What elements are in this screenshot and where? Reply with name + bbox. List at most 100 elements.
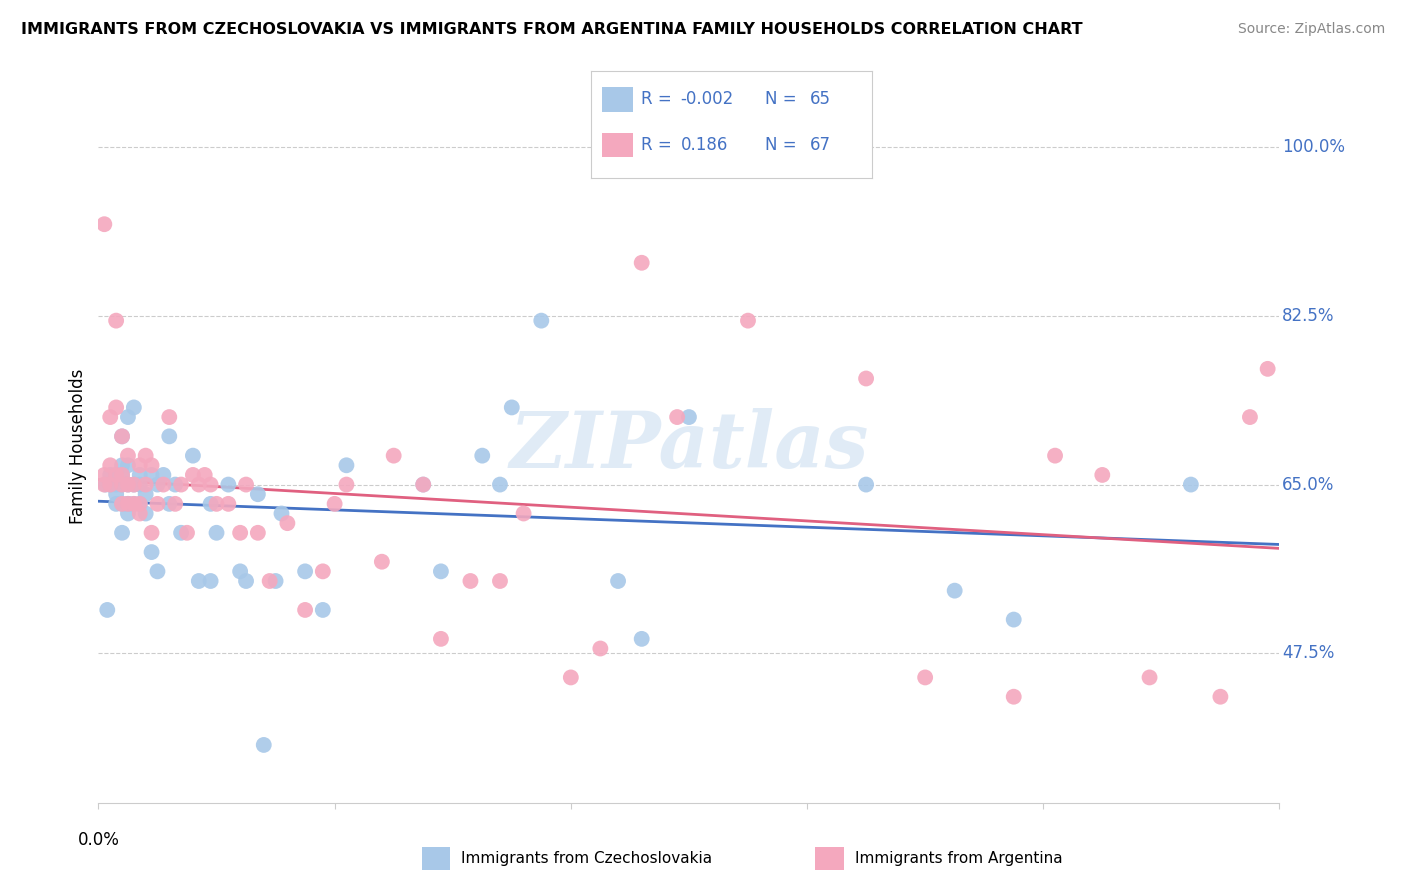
Point [157,410,180,425]
Point [105,487,128,501]
Point [135,487,157,501]
Point [914,670,936,684]
Point [141,545,163,559]
Point [135,477,157,491]
Point [200,477,222,491]
Point [111,477,134,491]
Point [122,401,145,415]
Text: 65: 65 [810,90,831,109]
Point [194,467,217,482]
Point [165,477,187,491]
Point [146,497,169,511]
Point [205,525,228,540]
Point [323,497,346,511]
Y-axis label: Family Households: Family Households [69,368,87,524]
Point [117,497,139,511]
Point [94,477,117,491]
Point [111,429,134,443]
Point [105,467,128,482]
Point [105,477,128,491]
Point [170,525,193,540]
Point [111,458,134,473]
Point [181,449,204,463]
Point [371,555,394,569]
Point [128,458,150,473]
Text: 65.0%: 65.0% [1282,475,1334,493]
Point [460,574,482,588]
Text: R =: R = [641,90,678,109]
Point [122,477,145,491]
Point [128,497,150,511]
Point [1239,410,1261,425]
Point [128,507,150,521]
Point [335,477,357,491]
Point [412,477,434,491]
Point [128,497,150,511]
Text: N =: N = [765,90,801,109]
Point [1002,690,1025,704]
Point [501,401,523,415]
Point [105,467,128,482]
Point [98,477,121,491]
Point [111,497,134,511]
Point [205,497,228,511]
Point [235,574,257,588]
Point [187,477,209,491]
Point [294,565,316,579]
Point [98,458,121,473]
Point [630,256,652,270]
Point [943,583,966,598]
Point [122,497,145,511]
Point [117,497,139,511]
Point [111,497,134,511]
Point [135,507,157,521]
Point [1002,613,1025,627]
Point [98,410,121,425]
Text: Immigrants from Argentina: Immigrants from Argentina [855,851,1063,866]
Point [312,603,335,617]
Point [200,574,222,588]
Text: 0.186: 0.186 [681,136,728,154]
Point [105,401,128,415]
Point [489,477,512,491]
Point [512,507,534,521]
Point [607,574,630,588]
Point [430,632,453,646]
Point [229,525,252,540]
Point [117,507,139,521]
Point [93,477,115,491]
Point [128,477,150,491]
Point [259,574,281,588]
Point [471,449,494,463]
Point [270,507,292,521]
Point [152,477,174,491]
Bar [602,133,633,157]
Point [246,525,269,540]
Point [312,565,335,579]
Text: -0.002: -0.002 [681,90,734,109]
Point [135,449,157,463]
Point [855,477,877,491]
Point [157,497,180,511]
Point [253,738,276,752]
Point [200,497,222,511]
Text: 67: 67 [810,136,831,154]
Point [111,525,134,540]
Point [96,603,118,617]
Point [181,467,204,482]
Point [530,313,553,327]
Point [117,477,139,491]
Point [122,477,145,491]
Text: IMMIGRANTS FROM CZECHOSLOVAKIA VS IMMIGRANTS FROM ARGENTINA FAMILY HOUSEHOLDS CO: IMMIGRANTS FROM CZECHOSLOVAKIA VS IMMIGR… [21,22,1083,37]
Point [1043,449,1066,463]
Point [1209,690,1232,704]
Point [187,574,209,588]
Point [105,313,128,327]
Point [122,497,145,511]
Point [165,497,187,511]
Point [117,497,139,511]
Point [382,449,405,463]
Bar [602,87,633,112]
Point [111,467,134,482]
Point [335,458,357,473]
